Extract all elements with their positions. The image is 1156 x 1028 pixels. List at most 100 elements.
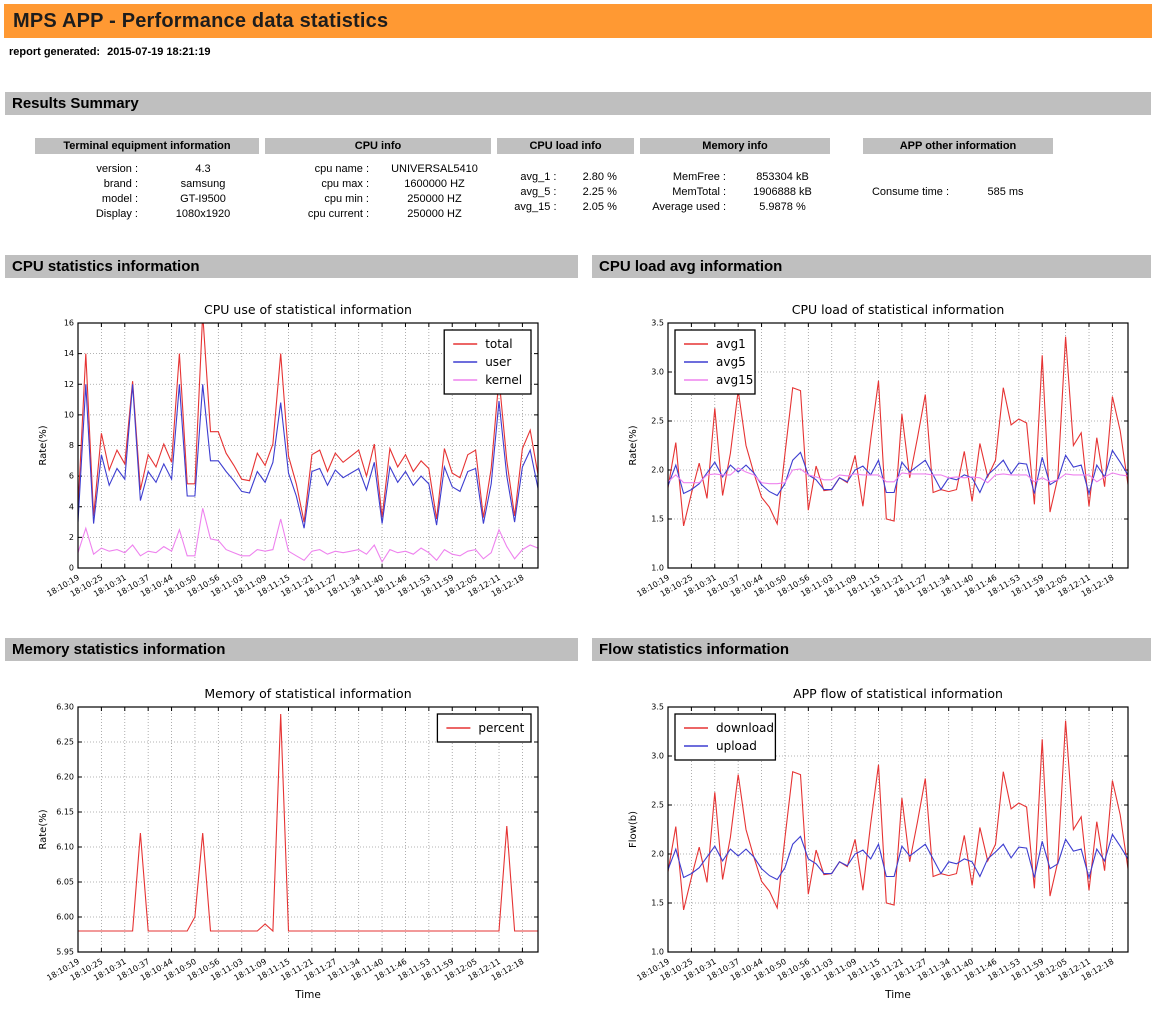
chart-flow: 1.0 1.5 2.0 2.5 3.0 3.5 18:10:19 18:10:25 18:10:… [625,682,1150,1012]
table-row: MemTotal : 1906888 kB [640,185,830,200]
svg-text:2.5: 2.5 [651,801,664,810]
table-row: cpu min : 250000 HZ [265,192,491,207]
svg-text:6.05: 6.05 [56,878,74,887]
section-results-summary-label: Results Summary [12,95,139,112]
series-user [78,384,538,529]
legend-label: percent [478,721,524,735]
table-group-app-other: APP other information Consume time : 585 … [863,138,1053,230]
chart-svg: 024681012141618:10:1918:10:2518:10:3118:… [38,302,539,599]
chart-grid [668,707,1128,952]
report-generated-label: report generated: [9,46,101,58]
table-group-body: version : 4.3 brand : samsung model : GT-I9… [35,154,259,230]
chart-title: Memory of statistical information [204,686,411,701]
svg-text:12: 12 [64,380,74,389]
chart-ticks [667,322,1128,569]
table-row: model : GT-I9500 [35,192,259,207]
table-row: cpu current : 250000 HZ [265,207,491,222]
svg-text:6.20: 6.20 [56,773,74,782]
row-label: avg_1 : [520,170,557,183]
table-group-body: avg_1 : 2.80 % avg_5 : 2.25 % avg_15 : 2.05… [497,154,634,230]
svg-text:1.5: 1.5 [651,515,664,524]
table-row: Display : 1080x1920 [35,207,259,222]
row-value: 2.25 % [582,185,617,198]
table-group-body: cpu name : UNIVERSAL5410 cpu max : 1600000… [265,154,491,230]
section-flow-stats-label: Flow statistics information [599,641,790,658]
svg-text:10: 10 [64,410,74,419]
row-value: 250000 HZ [407,193,462,205]
table-group-header: Memory info [640,138,830,154]
chart-legend: download upload [674,713,777,761]
svg-text:6.15: 6.15 [56,808,74,817]
table-group-body: MemFree :853304 kB MemTotal :1906888 kB … [640,154,830,230]
svg-text:2.0: 2.0 [651,850,664,859]
row-value: 1906888 kB [753,185,812,198]
table-group-body: Consume time : 585 ms [863,154,1053,230]
chart-legend: avg1 avg5 avg15 [674,329,756,395]
table-row: avg_1 : 2.80 % [497,170,634,185]
row-label: cpu current : [307,208,369,220]
svg-text:16: 16 [64,319,74,328]
svg-text:6.00: 6.00 [56,913,74,922]
section-cpu-stats-label: CPU statistics information [12,258,200,275]
table-row: cpu max : 1600000 HZ [265,177,491,192]
svg-text:6.25: 6.25 [56,738,74,747]
row-value: UNIVERSAL5410 [391,163,478,175]
legend-label: avg1 [716,337,746,351]
row-label: cpu max : [321,178,369,190]
svg-text:2.5: 2.5 [651,417,664,426]
table-row: cpu name : UNIVERSAL5410 [265,162,491,177]
section-flow-stats: Flow statistics information [592,638,1151,661]
chart-memory: 5.95 6.00 6.05 6.10 6.15 6.20 6.25 6.30 18:10:19… [35,682,560,1012]
svg-text:1.0: 1.0 [651,564,664,573]
chart-ticks [667,706,1128,953]
legend-label: user [485,355,511,369]
report-generated: report generated: 2015-07-19 18:21:19 [9,46,210,58]
chart-ylabel: Rate(%) [38,425,49,465]
row-label: avg_15 : [514,200,557,213]
chart-ylabel: Rate(%) [628,425,639,465]
svg-text:3.0: 3.0 [651,368,664,377]
svg-text:6: 6 [69,472,74,481]
section-results-summary: Results Summary [5,92,1151,115]
svg-text:8: 8 [69,441,74,450]
row-label: brand : [103,178,138,190]
svg-text:1.0: 1.0 [651,948,664,957]
table-row: Average used : 5.9878 % [640,200,830,215]
row-value: 250000 HZ [407,208,462,220]
row-value: 585 ms [987,185,1024,198]
chart-title: APP flow of statistical information [793,686,1003,701]
plot-border [77,322,539,569]
row-label: avg_5 : [520,185,557,198]
svg-text:6.10: 6.10 [56,843,74,852]
legend-label: avg15 [716,373,753,387]
row-value: 853304 kB [756,170,809,183]
chart-grid [78,707,538,952]
svg-text:3.5: 3.5 [651,319,664,328]
chart-cpu-load: 1.0 1.5 2.0 2.5 3.0 3.5 18:10:19 18:10:25 18:10:… [625,298,1150,628]
chart-title: CPU load of statistical information [792,302,1005,317]
row-value: 2.80 % [582,170,617,183]
svg-text:3.5: 3.5 [651,703,664,712]
row-value: 1080x1920 [175,208,231,220]
svg-text:1.5: 1.5 [651,899,664,908]
section-cpu-load-label: CPU load avg information [599,258,783,275]
row-value: 4.3 [195,163,211,175]
chart-legend: percent [436,713,532,743]
series-percent [78,713,538,933]
chart-ylabel: Flow(b) [628,811,639,848]
table-row: MemFree : 853304 kB [640,170,830,185]
table-row: avg_5 : 2.25 % [497,185,634,200]
legend-label: total [485,337,512,351]
row-value: samsung [180,178,226,190]
report-generated-value: 2015-07-19 18:21:19 [107,46,211,58]
svg-text:14: 14 [64,349,74,358]
series-upload [668,833,1128,881]
table-row: version : 4.3 [35,162,259,177]
table-group-cpu-info: CPU info cpu name : UNIVERSAL5410 cpu max… [265,138,491,230]
chart-xlabel: Time [294,989,321,1001]
series-avg15 [668,467,1128,485]
table-group-terminal: Terminal equipment information version :… [35,138,259,230]
series-total [78,323,538,523]
legend-label: download [716,721,774,735]
